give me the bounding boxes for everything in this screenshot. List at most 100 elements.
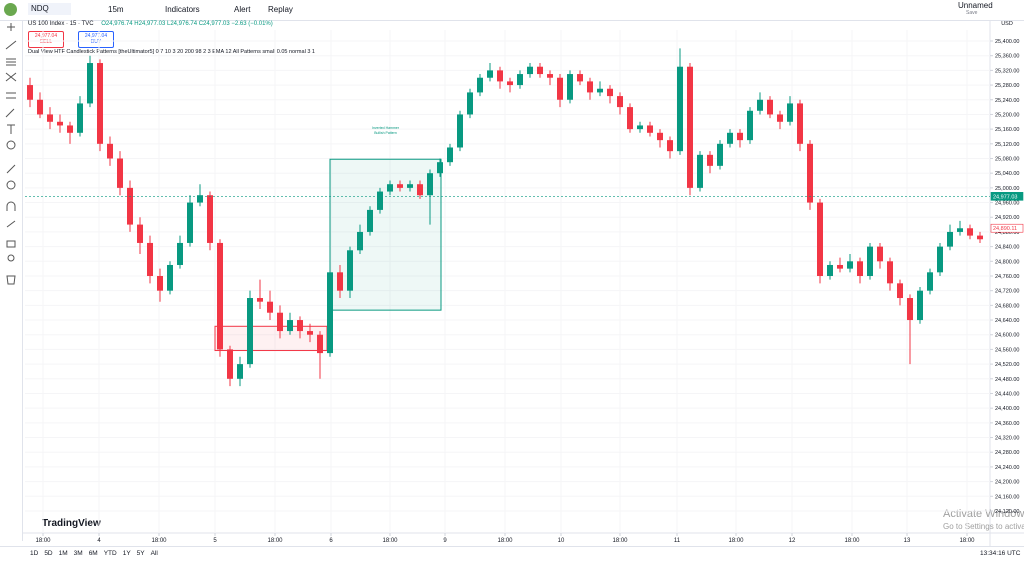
candle-body <box>687 66 693 188</box>
symbol-search[interactable]: NDQ <box>28 3 71 15</box>
candle-body <box>557 77 563 100</box>
candle-body <box>367 209 373 232</box>
lock-tool[interactable] <box>6 240 16 248</box>
range-button[interactable]: 3M <box>73 550 83 557</box>
candle-body <box>217 242 223 350</box>
x-tick-label: 18:00 <box>151 538 167 544</box>
top-toolbar: NDQ 15m Indicators Alert Replay Unnamed … <box>0 0 1024 21</box>
candle-body <box>427 173 433 196</box>
candle-body <box>817 202 823 276</box>
candle-body <box>967 228 973 236</box>
candle-body <box>617 96 623 108</box>
magnet-tool[interactable] <box>6 201 16 211</box>
trend-line-tool[interactable] <box>5 40 17 50</box>
range-buttons: 1D 5D 1M 3M 6M YTD 1Y 5Y All <box>30 550 164 557</box>
candle-body <box>97 63 103 144</box>
x-tick-label: 18:00 <box>497 538 513 544</box>
candle-body <box>347 250 353 291</box>
avatar[interactable] <box>4 3 17 16</box>
candle-body <box>537 66 543 75</box>
price-badge <box>990 192 1024 201</box>
y-tick-label: 24,760.00 <box>995 274 1019 280</box>
delete-tool[interactable] <box>6 275 16 285</box>
x-tick-label: 18:00 <box>35 538 51 544</box>
candle-body <box>527 66 533 75</box>
x-tick-label: 6 <box>329 538 333 544</box>
y-tick-label: 25,200.00 <box>995 112 1019 118</box>
candle-body <box>57 121 63 126</box>
y-tick-label: 24,440.00 <box>995 391 1019 397</box>
candle-body <box>37 99 43 115</box>
range-button[interactable]: All <box>150 550 158 557</box>
buy-button[interactable]: 24,977.04 BUY <box>78 31 114 48</box>
measure-tool[interactable] <box>6 164 16 174</box>
left-toolbar <box>0 21 23 541</box>
zoom-tool[interactable] <box>6 180 16 190</box>
sell-label: SELL <box>39 39 53 45</box>
candle-body <box>637 125 643 130</box>
candle-body <box>657 132 663 141</box>
range-button[interactable]: 1M <box>58 550 68 557</box>
candle-body <box>327 272 333 354</box>
y-tick-label: 24,960.00 <box>995 201 1019 207</box>
candle-body <box>67 125 73 133</box>
crosshair-tool[interactable] <box>7 23 15 31</box>
prediction-tool[interactable] <box>6 92 16 99</box>
candle-body <box>907 298 913 321</box>
candle-body <box>887 261 893 284</box>
y-tick-label: 24,240.00 <box>995 465 1019 471</box>
candle-body <box>357 231 363 251</box>
fib-tool[interactable] <box>6 58 16 66</box>
y-tick-label: 24,520.00 <box>995 362 1019 368</box>
buy-label: BUY <box>90 39 102 45</box>
indicators-button[interactable]: Indicators <box>165 5 200 14</box>
candle-body <box>187 202 193 243</box>
candle-body <box>337 272 343 291</box>
sell-button[interactable]: 24,977.04 SELL <box>28 31 64 48</box>
range-button[interactable]: 1Y <box>122 550 131 557</box>
y-tick-label: 25,320.00 <box>995 68 1019 74</box>
y-tick-label: 25,400.00 <box>995 39 1019 45</box>
layout-name[interactable]: Unnamed <box>958 1 993 10</box>
candle-body <box>477 77 483 93</box>
candle-body <box>837 264 843 269</box>
y-tick-label: 25,240.00 <box>995 98 1019 104</box>
candle-body <box>257 298 263 302</box>
candle-body <box>957 228 963 232</box>
text-tool[interactable] <box>7 124 15 134</box>
bottom-bar: 1D 5D 1M 3M 6M YTD 1Y 5Y All 13:34:16 UTC <box>0 546 1024 563</box>
y-tick-label: 24,400.00 <box>995 406 1019 412</box>
interval[interactable]: 15m <box>108 5 124 14</box>
candle-body <box>517 74 523 86</box>
icon-tool[interactable] <box>6 140 16 150</box>
candle-body <box>267 301 273 313</box>
candle-body <box>607 88 613 97</box>
replay-button[interactable]: Replay <box>268 5 293 14</box>
y-tick-label: 24,320.00 <box>995 436 1019 442</box>
range-button[interactable]: 6M <box>88 550 98 557</box>
ohlc-close: C24,977.03 <box>198 21 230 27</box>
candle-body <box>197 195 203 203</box>
range-button[interactable]: 5D <box>44 550 53 557</box>
range-button[interactable]: 5Y <box>136 550 145 557</box>
draw-mode-tool[interactable] <box>6 220 16 228</box>
save-button[interactable]: Save <box>966 10 978 16</box>
alert-button[interactable]: Alert <box>234 5 251 14</box>
x-tick-label: 18:00 <box>612 538 628 544</box>
brush-tool[interactable] <box>5 108 15 118</box>
candle-body <box>107 143 113 159</box>
candle-body <box>677 66 683 152</box>
candle-body <box>377 191 383 210</box>
candle-body <box>437 162 443 174</box>
range-button[interactable]: 1D <box>30 550 39 557</box>
x-tick-label: 18:00 <box>844 538 860 544</box>
candle-body <box>917 290 923 321</box>
candle-body <box>807 143 813 203</box>
pattern-tool[interactable] <box>5 72 17 82</box>
candle-body <box>877 246 883 262</box>
candle-body <box>867 246 873 276</box>
candle-body <box>27 85 33 100</box>
hide-tool[interactable] <box>7 254 15 262</box>
candle-body <box>447 147 453 163</box>
range-button[interactable]: YTD <box>103 550 117 557</box>
